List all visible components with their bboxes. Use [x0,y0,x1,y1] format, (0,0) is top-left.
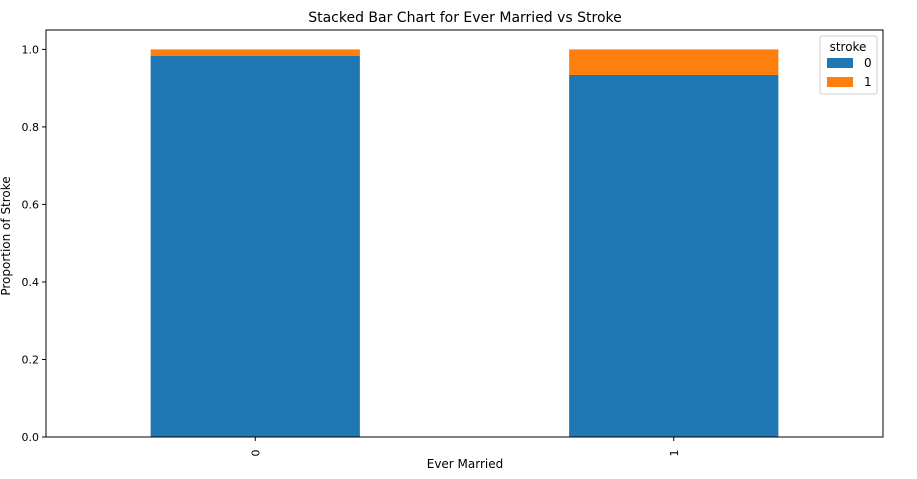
bar-segment-1-stroke-1 [569,49,779,75]
axes-frame [45,29,884,438]
y-tick-label: 0.8 [22,121,40,134]
legend-items: 01 [827,56,872,89]
legend: stroke 01 [819,35,878,95]
plot-area: 0 10.00.20.40.60.81.0 [22,29,884,457]
y-tick-label: 0.4 [22,276,40,289]
y-tick-label: 0.2 [22,353,40,366]
bar-segment-1-stroke-0 [569,74,779,438]
legend-title: stroke [830,40,867,54]
legend-swatch-1 [827,77,853,87]
legend-swatch-0 [827,58,853,68]
x-axis-label: Ever Married [427,457,504,471]
y-tick-label: 1.0 [22,43,40,56]
legend-label-1: 1 [864,75,872,89]
y-tick-label: 0.6 [22,198,40,211]
bar-segment-0-stroke-0 [150,55,360,437]
chart-title: Stacked Bar Chart for Ever Married vs St… [308,10,622,26]
y-axis-label: Proportion of Stroke [0,176,13,295]
bar-segment-0-stroke-1 [150,49,360,56]
y-tick-label: 0.0 [22,431,40,444]
x-tick-label: 1 [668,450,681,457]
x-tick-label: 0 [249,450,262,457]
legend-label-0: 0 [864,56,872,70]
